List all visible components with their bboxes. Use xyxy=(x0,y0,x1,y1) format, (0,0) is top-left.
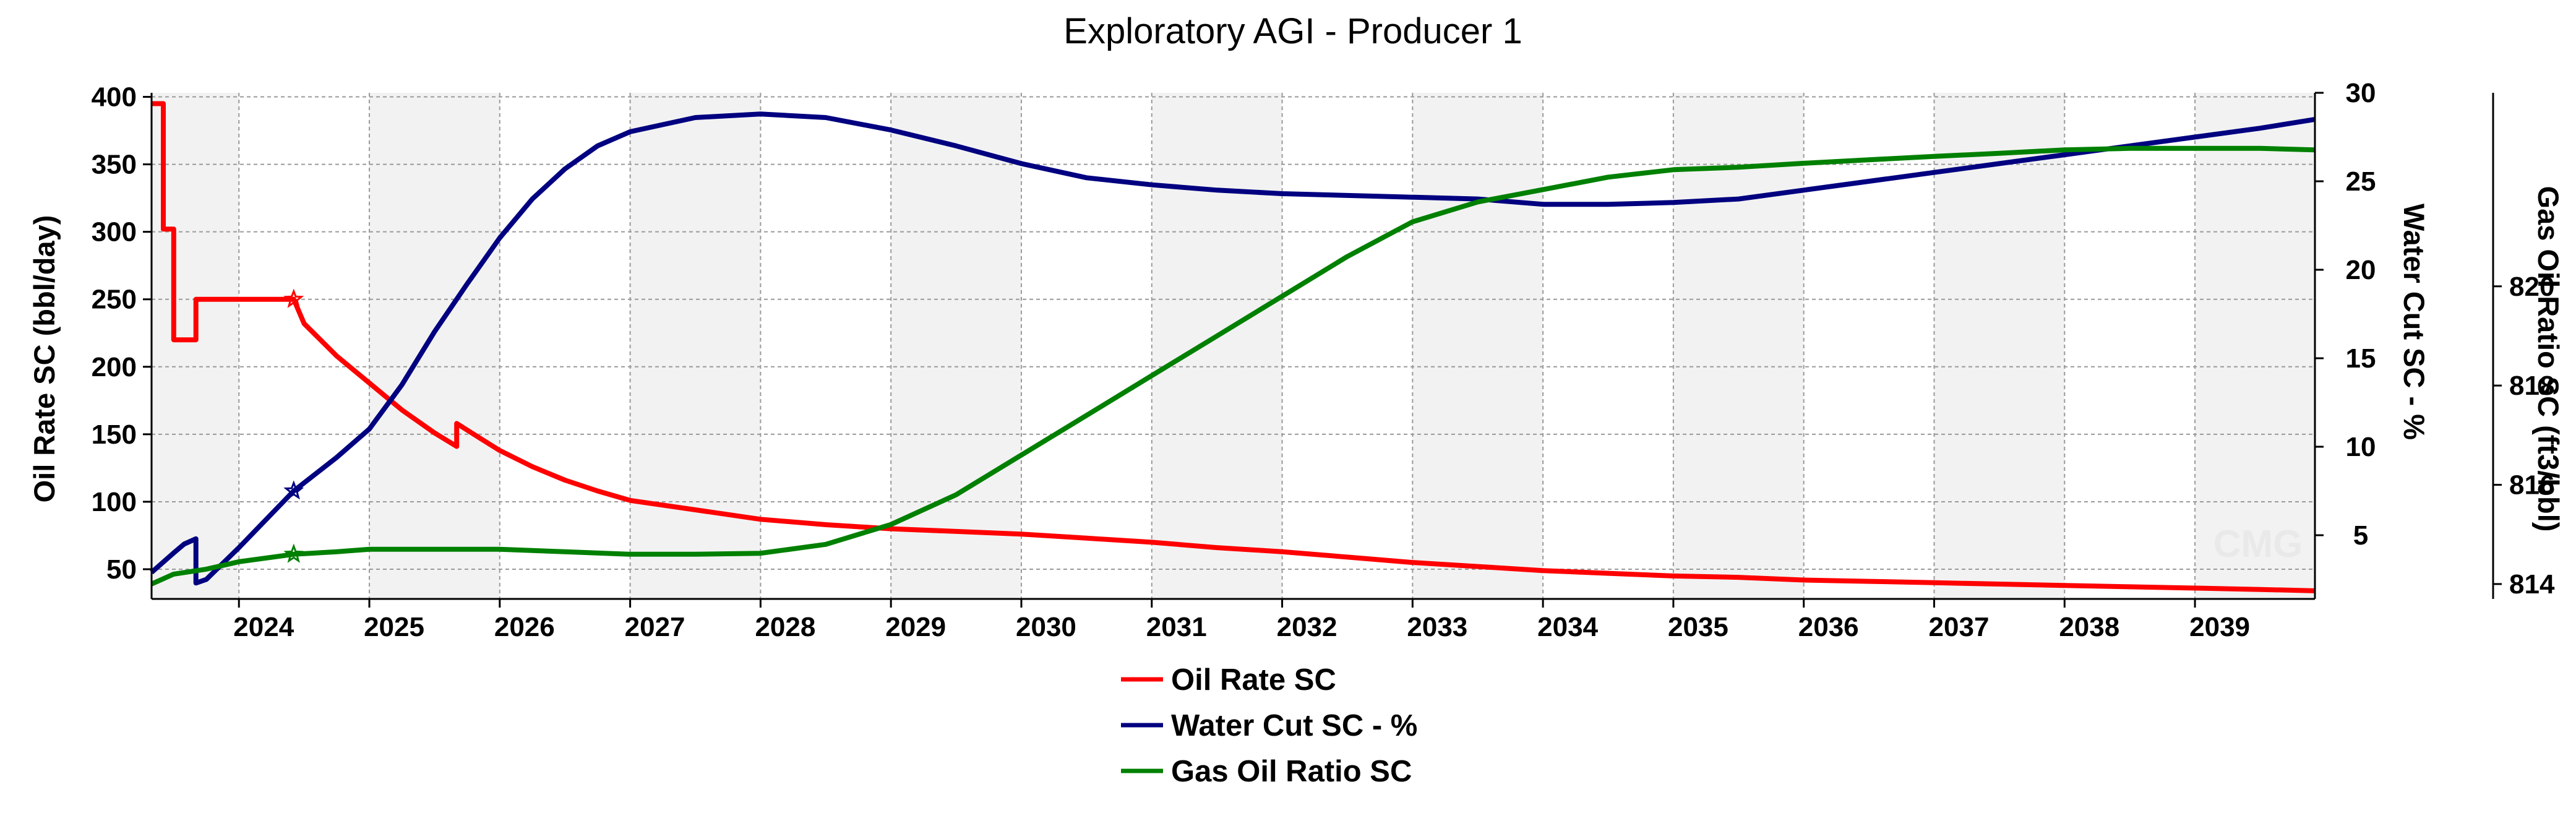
year-band xyxy=(369,93,500,599)
year-band xyxy=(760,93,891,599)
x-axis-ticks: 2024 2025 2026 2027 2028 2029 2030 2031 2032 2033… xyxy=(233,599,2250,642)
water-cut-axis-label: Water Cut SC - % xyxy=(2398,204,2431,440)
x-tick-label: 2037 xyxy=(1929,612,1990,642)
left-tick-label: 250 xyxy=(92,285,137,315)
series-line-oil-rate-sc xyxy=(152,101,2316,593)
gor-axis-ticks: 814 816 818 820 xyxy=(2493,272,2555,600)
year-band xyxy=(1543,93,1673,599)
water-cut-tick-label: 20 xyxy=(2346,255,2376,285)
water-cut-axis-ticks: 5 10 15 20 25 30 xyxy=(2315,78,2376,551)
water-cut-tick-label: 15 xyxy=(2346,343,2376,374)
year-band xyxy=(499,93,630,599)
left-axis-label: Oil Rate SC (bbl/day) xyxy=(28,215,61,503)
year-band xyxy=(1673,93,1804,599)
x-tick-label: 2027 xyxy=(625,612,685,642)
legend-label-water-cut: Water Cut SC - % xyxy=(1171,709,1417,742)
gor-tick-label: 820 xyxy=(2509,272,2554,302)
legend-label-oil-rate: Oil Rate SC xyxy=(1171,663,1336,697)
water-cut-tick-label: 10 xyxy=(2346,432,2376,462)
x-tick-label: 2026 xyxy=(494,612,555,642)
x-tick-label: 2028 xyxy=(755,612,815,642)
left-tick-label: 150 xyxy=(92,419,137,450)
x-tick-label: 2035 xyxy=(1668,612,1728,642)
year-band xyxy=(2064,93,2196,599)
series-layer xyxy=(150,101,2316,593)
cmg-watermark: CMG xyxy=(2213,523,2303,566)
left-tick-label: 100 xyxy=(92,487,137,517)
legend-label-gas-oil-ratio: Gas Oil Ratio SC xyxy=(1171,755,1412,788)
grid-lines xyxy=(152,93,2315,599)
year-band xyxy=(1151,93,1282,599)
left-axis-ticks: 50 100 150 200 250 300 350 400 xyxy=(92,82,152,585)
x-tick-label: 2034 xyxy=(1537,612,1598,642)
axes xyxy=(150,93,2494,600)
x-tick-label: 2031 xyxy=(1146,612,1207,642)
x-tick-label: 2024 xyxy=(233,612,294,642)
year-band xyxy=(1934,93,2065,599)
gor-tick-label: 816 xyxy=(2509,470,2554,501)
series-marker-gas-oil-ratio-sc xyxy=(283,543,304,563)
year-band xyxy=(630,93,761,599)
series-marker-oil-rate-sc xyxy=(283,288,304,308)
left-tick-label: 400 xyxy=(92,82,137,113)
x-tick-label: 2039 xyxy=(2189,612,2250,642)
x-tick-label: 2036 xyxy=(1798,612,1859,642)
year-band xyxy=(2195,93,2315,599)
gor-tick-label: 814 xyxy=(2509,569,2555,600)
year-band xyxy=(1803,93,1934,599)
year-band xyxy=(152,93,239,599)
series-line-water-cut-sc xyxy=(150,111,2316,586)
left-tick-label: 200 xyxy=(92,352,137,382)
chart-title: Exploratory AGI - Producer 1 xyxy=(1063,11,1522,51)
x-tick-label: 2030 xyxy=(1016,612,1076,642)
x-tick-label: 2033 xyxy=(1407,612,1467,642)
legend: Oil Rate SC Water Cut SC - % Gas Oil Rat… xyxy=(1121,663,1417,788)
water-cut-tick-label: 30 xyxy=(2346,78,2376,108)
year-band xyxy=(239,93,370,599)
water-cut-tick-label: 5 xyxy=(2353,520,2368,551)
plot-background xyxy=(152,93,2315,599)
x-tick-label: 2029 xyxy=(885,612,946,642)
left-tick-label: 300 xyxy=(92,217,137,247)
x-tick-label: 2032 xyxy=(1277,612,1337,642)
year-band xyxy=(891,93,1021,599)
x-tick-label: 2025 xyxy=(364,612,424,642)
left-tick-label: 350 xyxy=(92,150,137,180)
series-marker-water-cut-sc xyxy=(283,480,304,500)
series-line-gas-oil-ratio-sc xyxy=(150,145,2316,587)
x-tick-label: 2038 xyxy=(2059,612,2119,642)
year-band xyxy=(1412,93,1543,599)
water-cut-tick-label: 25 xyxy=(2346,166,2376,197)
gor-tick-label: 818 xyxy=(2509,371,2554,401)
gor-axis-label: Gas Oil Ratio SC (ft3/bbl) xyxy=(2532,186,2565,532)
left-tick-label: 50 xyxy=(106,554,137,585)
year-band xyxy=(1282,93,1413,599)
